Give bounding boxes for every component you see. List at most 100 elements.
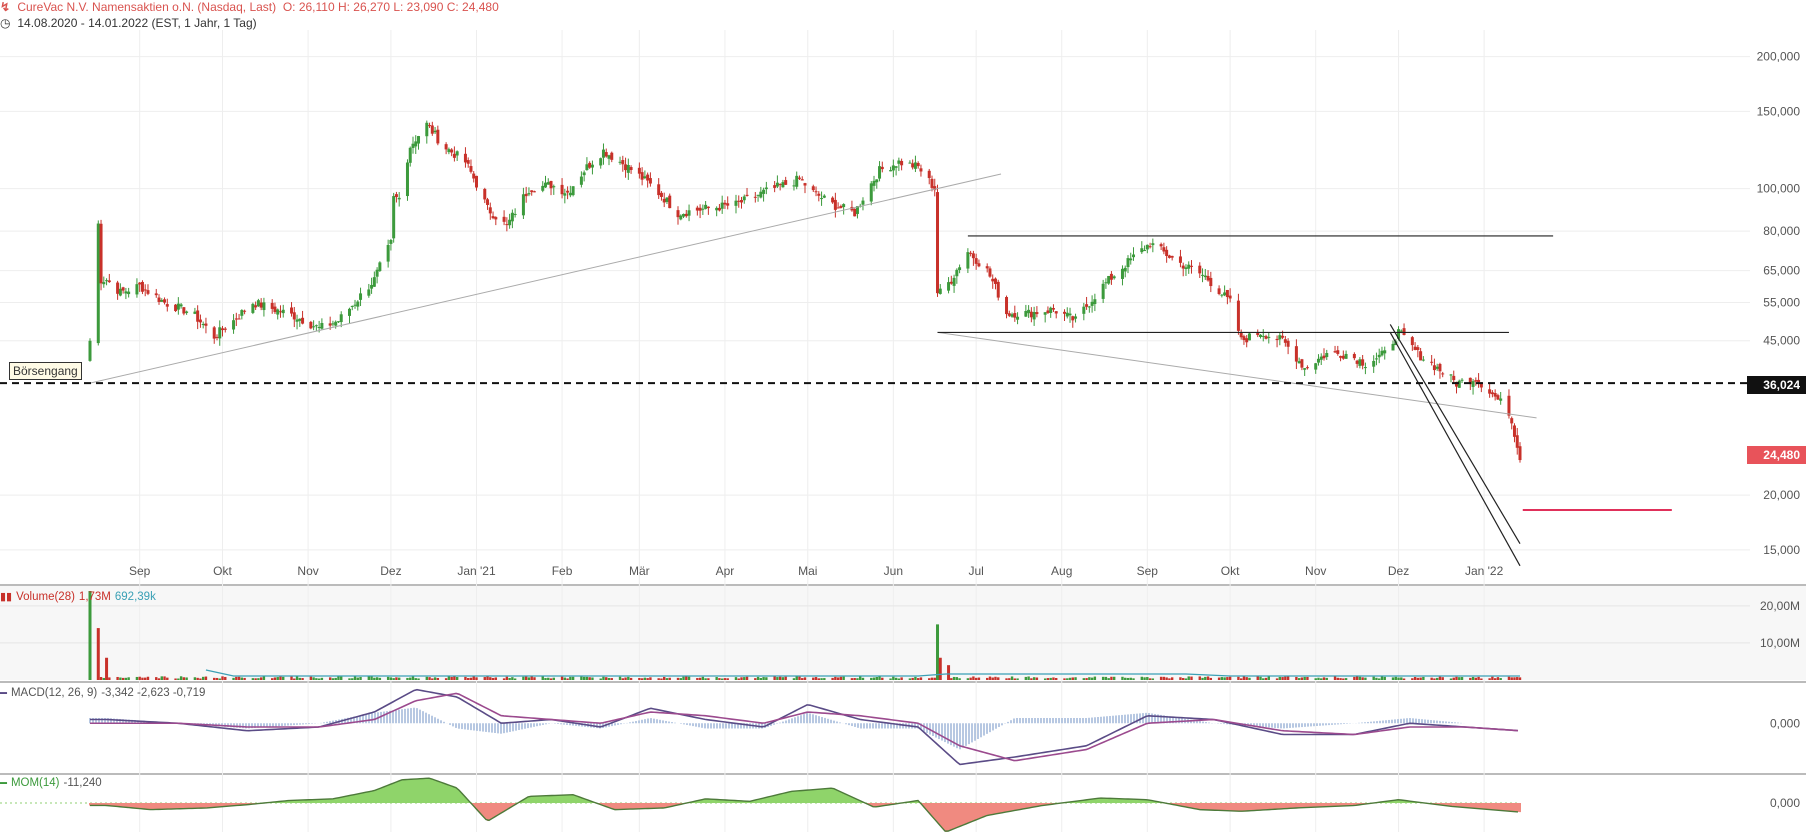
candle-body (417, 136, 421, 144)
volume-bar (1394, 676, 1397, 680)
candle-body (486, 199, 490, 205)
candle-body (1352, 353, 1356, 359)
volume-bar (1413, 676, 1417, 680)
volume-bar (1148, 678, 1152, 680)
candle-body (1062, 311, 1066, 314)
volume-bar (1295, 676, 1298, 680)
volume-bar (351, 678, 354, 680)
candle-body (1275, 338, 1279, 341)
candle-body (1322, 355, 1326, 359)
chart-header: ↯ CureVac N.V. Namensaktien o.N. (Nasdaq… (0, 0, 499, 14)
volume-bar (144, 677, 147, 680)
candle-body (433, 130, 437, 133)
candle-body (505, 224, 509, 226)
candle-body (701, 208, 705, 210)
volume-bar (505, 676, 509, 680)
candle-body (378, 262, 382, 271)
volume-bar (1513, 677, 1516, 680)
candle-body (1027, 309, 1031, 314)
candle-body (1198, 265, 1202, 274)
candle-body (831, 197, 835, 203)
candle-body (1093, 299, 1097, 305)
candle-body (1010, 314, 1014, 317)
volume-bar (1400, 677, 1403, 680)
volume-bar (116, 676, 119, 680)
candle-body (640, 172, 644, 180)
candle-body (1374, 358, 1378, 360)
candle-body (1510, 418, 1514, 424)
volume-bar (1206, 676, 1210, 680)
volume-bar (687, 676, 691, 680)
range-line: ◷ 14.08.2020 - 14.01.2022 (EST, 1 Jahr, … (0, 16, 257, 30)
volume-bar (221, 676, 224, 680)
candle-body (1206, 275, 1210, 281)
volume-bar (157, 678, 161, 680)
volume-bar (395, 677, 398, 680)
chart-icon: ↯ (0, 0, 11, 14)
mom-icon: ━ (0, 778, 7, 790)
volume-bar (315, 678, 318, 680)
candle-body (444, 144, 448, 150)
candle-body (1140, 248, 1144, 253)
candle-body (682, 213, 686, 217)
volume-bar (508, 678, 511, 680)
volume-bar (544, 678, 547, 680)
candle-body (552, 186, 556, 188)
candle-body (234, 318, 238, 320)
candle-body (648, 178, 652, 184)
volume-bar (475, 677, 478, 680)
candle-body (301, 317, 305, 324)
candle-body (1341, 355, 1345, 359)
candle-body (582, 172, 586, 176)
candle-body (764, 187, 768, 190)
volume-bar (591, 677, 594, 680)
volume-bar (778, 676, 782, 680)
volume-bar (1433, 678, 1436, 680)
volume-spike-bar (96, 628, 100, 680)
candle-body (411, 143, 415, 148)
candle-body (974, 258, 978, 264)
candle-body (1474, 380, 1478, 382)
volume-bar (411, 676, 415, 680)
volume-bar (988, 676, 992, 680)
volume-bar (455, 677, 459, 680)
volume-bar (290, 676, 293, 680)
candle-body (952, 277, 956, 286)
candle-body (397, 197, 401, 200)
volume-bar (618, 676, 622, 680)
volume-bar (1165, 677, 1168, 680)
volume-bar (356, 677, 359, 680)
volume-bar (842, 676, 845, 680)
candle-body (1035, 312, 1039, 315)
candle-body (105, 280, 109, 282)
volume-bar (196, 677, 199, 680)
volume-bar (897, 678, 901, 680)
volume-bar (1063, 678, 1066, 680)
candle-body (157, 297, 161, 302)
candle-body (204, 323, 208, 326)
volume-bar (1262, 678, 1265, 680)
candle-body (96, 223, 100, 344)
volume-bar (541, 676, 544, 680)
volume-bar (870, 677, 873, 680)
volume-bar (218, 678, 221, 680)
candle-body (734, 200, 738, 206)
candle-body (585, 164, 589, 171)
volume-bar (417, 678, 420, 680)
volume-bar (723, 678, 727, 680)
candle-body (491, 216, 495, 219)
candle-body (1488, 389, 1492, 394)
volume-bar (1317, 677, 1320, 680)
candle-body (1479, 383, 1483, 388)
candle-body (706, 206, 710, 209)
volume-bar (1488, 678, 1491, 680)
candle-body (621, 160, 625, 165)
candle-body (762, 189, 766, 194)
volume-bar (856, 678, 859, 680)
candle-body (1256, 332, 1260, 336)
macd-icon: ━ (0, 688, 7, 700)
x-tick-label: Jan '22 (1465, 564, 1504, 578)
volume-bar (1093, 676, 1097, 680)
volume-bar (240, 677, 244, 680)
